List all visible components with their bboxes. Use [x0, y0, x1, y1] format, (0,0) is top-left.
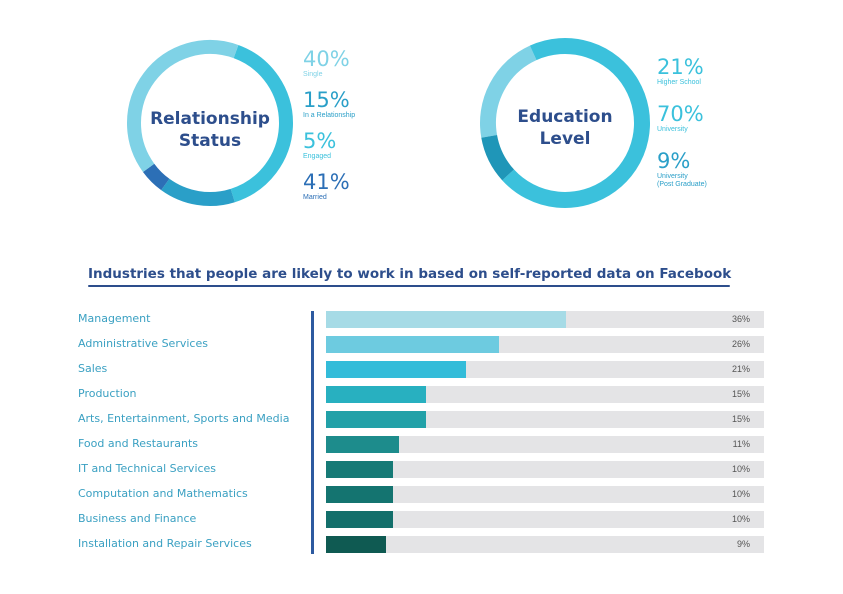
bar	[326, 311, 566, 328]
donut-slice-engaged	[142, 163, 170, 191]
bar-value-label: 11%	[732, 439, 750, 449]
bar-value-label: 15%	[731, 389, 750, 399]
bar	[326, 336, 500, 353]
relationship-status-donut	[127, 40, 293, 206]
legend-value: 21%	[657, 55, 704, 79]
bar-track: 10%	[326, 511, 764, 528]
bar	[326, 511, 393, 528]
bar-value-label: 26%	[731, 339, 750, 349]
legend-value: 15%	[303, 88, 350, 112]
category-label: Sales	[78, 362, 108, 375]
donut-slice-single	[230, 45, 293, 203]
category-label: Computation and Mathematics	[78, 487, 248, 500]
bar-value-label: 15%	[731, 414, 750, 424]
bar-track: 21%	[326, 361, 764, 378]
legend-label: Single	[303, 71, 323, 78]
legend-item-in-relationship: 15% In a Relationship	[303, 89, 355, 120]
bar-track: 10%	[326, 461, 764, 478]
donut-slice-in-a-relationship	[161, 178, 235, 206]
relationship-status-title: Relationship Status	[150, 109, 270, 151]
legend-item-single: 40% Single	[303, 48, 355, 79]
bar-value-label: 10%	[731, 514, 750, 524]
bar-track: 36%	[326, 311, 764, 328]
bar-track: 15%	[326, 411, 764, 428]
category-label: IT and Technical Services	[78, 462, 217, 475]
legend-value: 9%	[657, 149, 691, 173]
category-label: Arts, Entertainment, Sports and Media	[78, 412, 290, 425]
bar-track: 15%	[326, 386, 764, 403]
legend-item-married: 41% Married	[303, 171, 355, 202]
bar	[326, 361, 466, 378]
bar	[326, 536, 386, 553]
bar-value-label: 9%	[736, 539, 750, 549]
donut-slice-married	[127, 40, 239, 172]
legend-label: University (Post Graduate)	[657, 173, 707, 188]
education-level-title: Education Level	[517, 107, 613, 149]
bar-track: 9%	[326, 536, 764, 553]
bar	[326, 411, 426, 428]
legend-label: University	[657, 126, 688, 133]
bar-value-label: 10%	[731, 464, 750, 474]
bar-track: 26%	[326, 336, 764, 353]
donut-slice-higher-school	[480, 45, 537, 138]
legend-item-engaged: 5% Engaged	[303, 130, 355, 161]
category-label: Administrative Services	[78, 337, 208, 350]
legend-item-post-graduate: 9% University (Post Graduate)	[657, 150, 707, 189]
legend-item-university: 70% University	[657, 103, 707, 134]
bar-chart-axis	[311, 311, 314, 554]
category-label: Food and Restaurants	[78, 437, 199, 450]
title-underline	[88, 285, 730, 287]
education-level-donut	[480, 38, 650, 208]
legend-value: 70%	[657, 102, 704, 126]
category-label: Installation and Repair Services	[78, 537, 252, 550]
donut-slice-university-post-graduate	[481, 134, 515, 181]
bar	[326, 461, 393, 478]
bar	[326, 436, 400, 453]
legend-label: Higher School	[657, 79, 701, 86]
bar	[326, 486, 393, 503]
bar	[326, 386, 426, 403]
category-label: Management	[78, 312, 151, 325]
legend-value: 41%	[303, 170, 350, 194]
category-label: Business and Finance	[78, 512, 197, 525]
education-level-legend: 21% Higher School 70% University 9% Univ…	[657, 56, 707, 199]
category-label: Production	[78, 387, 137, 400]
bar-value-label: 36%	[731, 314, 750, 324]
legend-item-higher-school: 21% Higher School	[657, 56, 707, 87]
legend-value: 40%	[303, 47, 350, 71]
legend-label: Married	[303, 194, 327, 201]
bar-value-label: 21%	[731, 364, 750, 374]
legend-value: 5%	[303, 129, 337, 153]
bar-track: 10%	[326, 486, 764, 503]
legend-label: In a Relationship	[303, 112, 356, 119]
relationship-status-legend: 40% Single 15% In a Relationship 5% Enga…	[303, 48, 355, 212]
bar-track: 11%	[326, 436, 764, 453]
bar-value-label: 10%	[731, 489, 750, 499]
industries-chart-title: Industries that people are likely to wor…	[88, 266, 732, 282]
donut-slice-university	[502, 38, 650, 208]
legend-label: Engaged	[303, 153, 332, 160]
